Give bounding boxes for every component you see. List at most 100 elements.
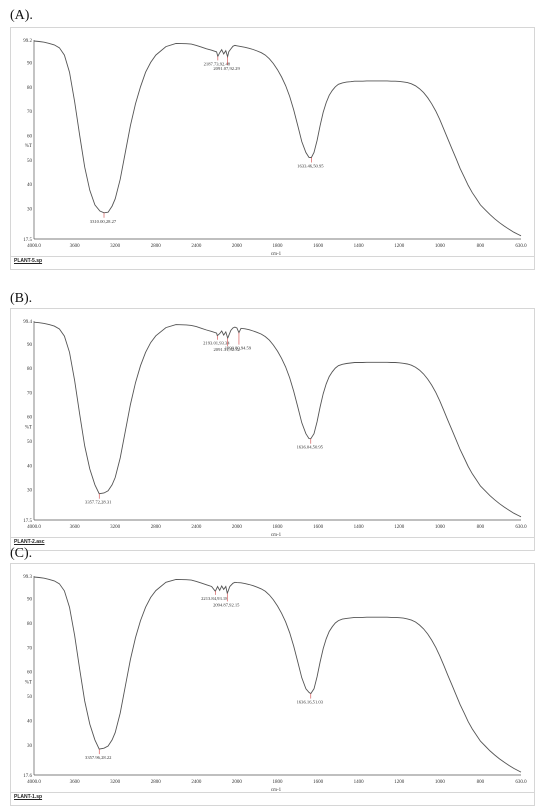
x-tick-label: 2800 [151, 780, 162, 785]
x-tick-label: 1800 [273, 244, 284, 249]
x-tick-label: 2400 [191, 525, 202, 530]
peak-label: 2187.73,92.48 [204, 61, 231, 67]
x-tick-label: 2000 [232, 244, 243, 249]
x-tick-label: 2800 [151, 244, 162, 249]
y-tick-label: 90 [27, 61, 33, 66]
y-tick-label: 17.5 [23, 238, 32, 243]
peak-label: 2193.01,93.34 [203, 341, 230, 347]
x-tick-label: 2000 [232, 525, 243, 530]
spectrum-line [33, 321, 522, 518]
plot-frame: 99.4 90 80 70 60 %T 50 40 30 17.5 4000.0 3600 3200 28… [10, 308, 535, 538]
x-tick-label: 1800 [273, 780, 284, 785]
x-tick-label: 1600 [313, 780, 324, 785]
peak-label: 2094.87,92.15 [213, 602, 240, 608]
y-tick-label: 90 [27, 598, 33, 603]
y-tick-label: 99.4 [23, 320, 32, 325]
y-tick-label: 30 [27, 208, 33, 213]
peak-label: 3357.72,28.31 [85, 500, 112, 506]
plot-frame: 99.2 90 80 70 60 %T 50 40 30 17.5 4000.0 3600 3200 28… [10, 27, 535, 257]
x-tick-label: 1400 [354, 525, 365, 530]
peak-label: 2091.07,92.29 [213, 66, 240, 72]
x-tick-label: 1600 [313, 525, 324, 530]
x-tick-label: 630.0 [515, 525, 527, 530]
y-axis-label: %T [25, 680, 32, 685]
x-tick-label: 1200 [394, 780, 405, 785]
peak-label: 2213.84,93.18 [201, 596, 228, 602]
x-tick-label: 1600 [313, 244, 324, 249]
sample-name: PLANT-5.sp [14, 258, 43, 264]
spectrum-line [33, 576, 522, 773]
sample-name: PLANT-1.sp [14, 794, 43, 800]
x-tick-label: 2800 [151, 525, 162, 530]
panel-label-a: (A). [10, 8, 33, 23]
x-tick-label: 2400 [191, 244, 202, 249]
x-tick-label: 3600 [70, 780, 81, 785]
sample-name-bar: PLANT-1.sp [10, 793, 535, 806]
y-tick-label: 60 [27, 416, 33, 421]
x-tick-label: 2000 [232, 780, 243, 785]
y-tick-label: 50 [27, 159, 33, 164]
peak-label: 1636.16,51.03 [297, 700, 324, 706]
plot-frame: 99.3 90 80 70 60 %T 50 40 30 17.6 4000.0 3600 3200 28… [10, 563, 535, 793]
peak-label: 1990.80,94.59 [225, 346, 252, 352]
peak-label: 1636.04,50.95 [297, 445, 324, 451]
x-tick-label: 1400 [354, 780, 365, 785]
y-tick-label: 40 [27, 183, 33, 188]
y-tick-label: 80 [27, 622, 33, 627]
x-tick-label: 630.0 [515, 244, 527, 249]
x-tick-label: 3200 [110, 525, 121, 530]
sample-name-bar: PLANT-2.asc [10, 538, 535, 551]
y-tick-label: 17.5 [23, 519, 32, 524]
y-tick-label: 60 [27, 134, 33, 139]
x-axis-label: cm-1 [271, 788, 282, 793]
x-tick-label: 630.0 [515, 780, 527, 785]
peak-label: 1633.46,50.95 [297, 164, 324, 170]
y-tick-label: 70 [27, 391, 33, 396]
y-tick-label: 70 [27, 110, 33, 115]
peak-label: 2091.31,92.32 [213, 347, 240, 353]
y-tick-label: 90 [27, 343, 33, 348]
x-tick-label: 800 [477, 780, 485, 785]
peak-label: 3310.00,28.27 [90, 219, 117, 225]
x-tick-label: 3200 [110, 780, 121, 785]
x-tick-label: 800 [477, 525, 485, 530]
x-tick-label: 1000 [435, 780, 446, 785]
y-tick-label: 17.6 [23, 774, 32, 779]
y-tick-label: 99.3 [23, 575, 32, 580]
x-axis-label: cm-1 [271, 252, 282, 257]
x-tick-label: 4000.0 [27, 525, 41, 530]
x-tick-label: 1400 [354, 244, 365, 249]
y-tick-label: 50 [27, 695, 33, 700]
x-tick-label: 3600 [70, 244, 81, 249]
x-tick-label: 3200 [110, 244, 121, 249]
y-tick-label: 30 [27, 744, 33, 749]
x-tick-label: 1000 [435, 525, 446, 530]
peak-label: 3357.96,28.22 [85, 755, 112, 761]
panel-label-b: (B). [10, 291, 33, 306]
x-tick-label: 1000 [435, 244, 446, 249]
y-tick-label: 70 [27, 646, 33, 651]
y-tick-label: 40 [27, 464, 33, 469]
y-tick-label: 80 [27, 86, 33, 91]
y-axis-label: %T [25, 144, 32, 149]
y-tick-label: 40 [27, 719, 33, 724]
y-tick-label: 30 [27, 489, 33, 494]
y-tick-label: 80 [27, 367, 33, 372]
x-tick-label: 1200 [394, 525, 405, 530]
sample-name-bar: PLANT-5.sp [10, 257, 535, 270]
y-tick-label: 60 [27, 671, 33, 676]
y-tick-label: 50 [27, 440, 33, 445]
x-tick-label: 800 [477, 244, 485, 249]
panel-label-c: (C). [10, 546, 33, 561]
y-tick-label: 99.2 [23, 39, 32, 44]
sample-name: PLANT-2.asc [14, 539, 45, 545]
spectrum-line [33, 40, 522, 237]
x-tick-label: 1200 [394, 244, 405, 249]
x-tick-label: 3600 [70, 525, 81, 530]
x-tick-label: 2400 [191, 780, 202, 785]
y-axis-label: %T [25, 425, 32, 430]
x-tick-label: 4000.0 [27, 244, 41, 249]
